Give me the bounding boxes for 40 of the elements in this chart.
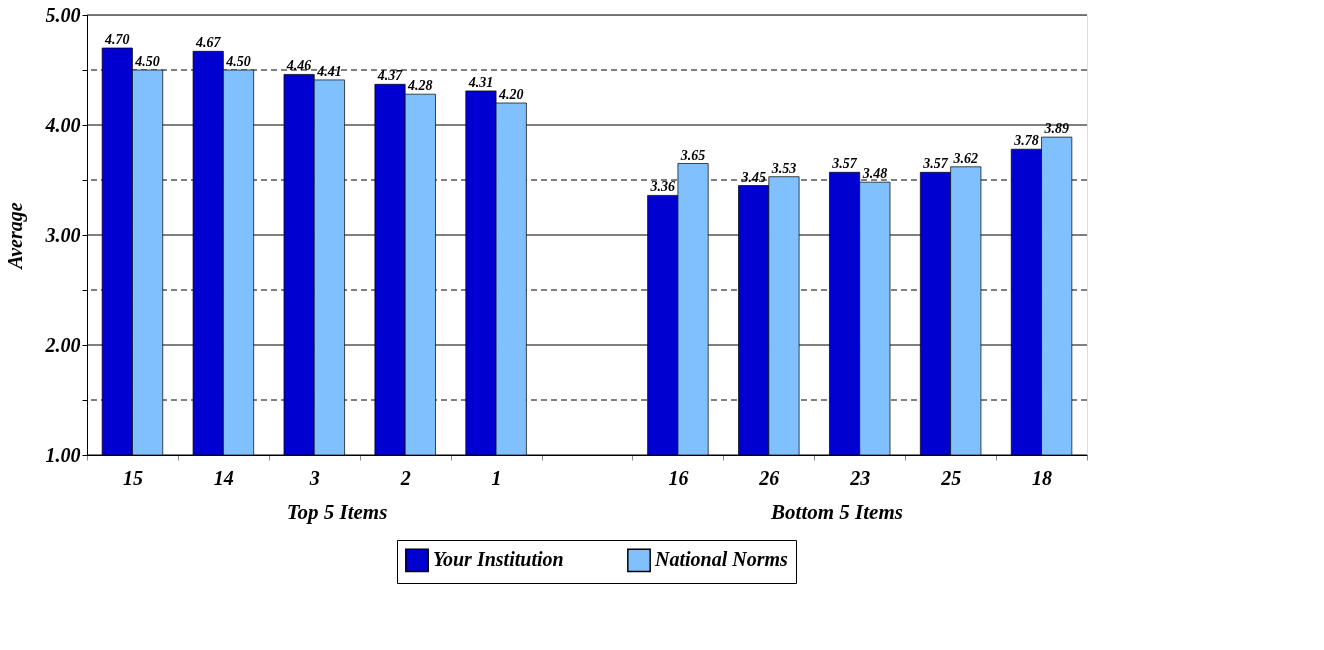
data-label: 3.48 (861, 166, 888, 182)
x-tick-label: 15 (122, 466, 143, 489)
data-label: 3.36 (649, 179, 676, 195)
y-tick-label: 2.00 (44, 333, 81, 356)
data-label: 3.89 (1043, 121, 1069, 137)
data-label: 3.57 (831, 156, 858, 172)
y-tick-label: 1.00 (45, 443, 81, 466)
x-tick-label: 26 (758, 466, 780, 489)
data-label: 4.50 (134, 54, 160, 69)
x-tick-label: 25 (940, 466, 962, 489)
y-axis-title: Average (3, 202, 27, 271)
data-label: 4.67 (194, 35, 222, 51)
x-tick-label: 3 (308, 466, 320, 489)
x-tick-label: 23 (849, 466, 871, 489)
x-tick-label: 1 (491, 466, 502, 489)
data-label: 3.62 (952, 150, 979, 166)
data-label: 3.45 (740, 169, 766, 185)
data-label: 4.70 (104, 32, 130, 47)
data-label: 3.57 (922, 156, 949, 172)
x-tick-label: 16 (668, 466, 689, 489)
data-label: 4.46 (285, 58, 312, 74)
data-label: 3.65 (679, 147, 706, 163)
y-tick-label: 3.00 (44, 223, 81, 246)
y-tick-label: 4.00 (44, 113, 81, 136)
text: Bottom 5 Items (770, 500, 903, 524)
data-label: 4.41 (316, 63, 342, 79)
text: Top 5 Items (286, 500, 388, 524)
data-label: 3.53 (770, 160, 797, 176)
data-label: 3.78 (1013, 133, 1039, 149)
data-label: 4.50 (225, 54, 251, 69)
data-label: 4.28 (407, 78, 433, 94)
data-label: 4.31 (467, 74, 494, 90)
x-tick-label: 18 (1032, 466, 1053, 489)
legend-label: National Norms (654, 548, 789, 571)
legend-label: Your Institution (433, 548, 564, 571)
y-tick-label: 5.00 (45, 3, 81, 26)
data-label: 4.20 (497, 87, 524, 102)
x-tick-label: 14 (213, 466, 234, 489)
x-tick-label: 2 (399, 466, 411, 489)
data-label: 4.37 (376, 68, 404, 84)
